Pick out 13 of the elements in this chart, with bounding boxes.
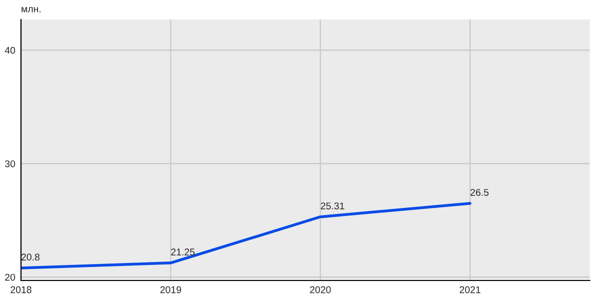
x-tick-label: 2019	[160, 286, 182, 294]
x-tick-label: 2021	[460, 286, 480, 294]
y-tick-label: 30	[5, 160, 16, 168]
data-label: 26.5	[470, 188, 489, 196]
data-label: 21.25	[171, 248, 195, 256]
data-label: 20.8	[21, 254, 40, 261]
y-axis-title: млн.	[22, 7, 41, 12]
x-tick-label: 2018	[10, 286, 32, 294]
line-series	[21, 202, 472, 270]
x-tick-label: 2020	[310, 286, 331, 294]
y-tick-label: 20	[5, 274, 16, 281]
y-tick-label: 40	[4, 46, 16, 54]
data-label: 25.31	[320, 202, 344, 210]
